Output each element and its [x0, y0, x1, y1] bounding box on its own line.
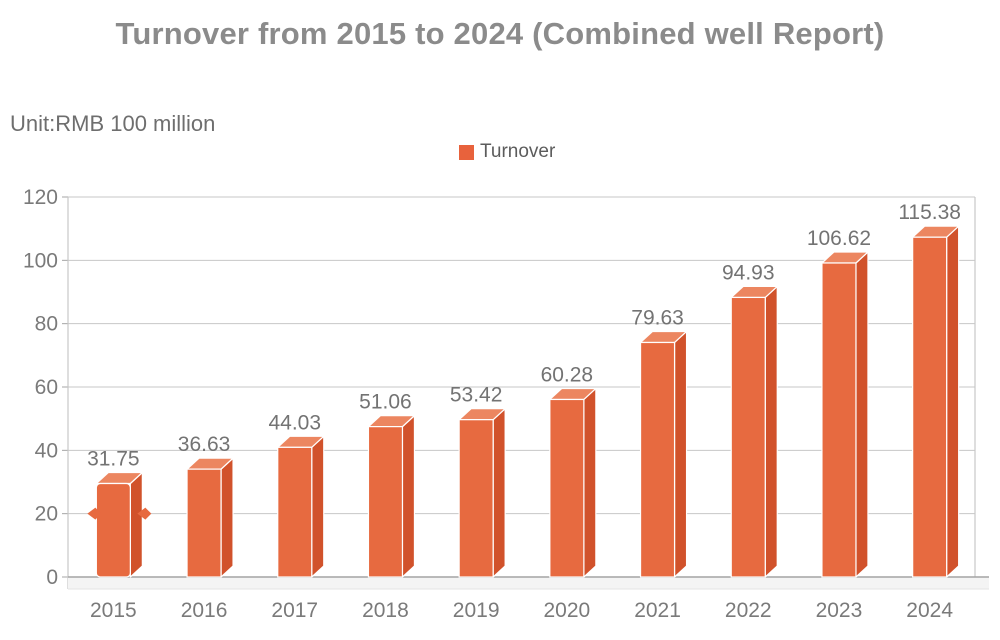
bar-value-label: 106.62	[807, 227, 871, 250]
bar-value-label: 44.03	[268, 411, 321, 434]
y-axis-label: 80	[35, 313, 58, 336]
y-axis-label: 0	[46, 566, 58, 589]
bar-value-label: 51.06	[359, 391, 412, 414]
bar-front-face-2019	[458, 419, 494, 578]
x-axis-label: 2024	[906, 599, 953, 622]
bar-front-face-2017	[277, 446, 313, 578]
legend-swatch-icon	[459, 144, 474, 160]
legend-label: Turnover	[480, 141, 556, 162]
brace-decoration-right	[137, 507, 152, 520]
x-axis-label: 2022	[725, 599, 772, 622]
bar-side-face	[583, 387, 597, 578]
bar-value-label: 94.93	[722, 261, 775, 284]
bar-value-label: 115.38	[898, 201, 961, 224]
bar-front-face-2021	[639, 341, 676, 578]
bar-value-label: 36.63	[178, 433, 231, 456]
bar-chart-canvas: 0 20 40 60 80 100 120 31.75 2015 36.63 2016 44.03 20…	[23, 186, 989, 622]
y-axis-label: 100	[23, 249, 58, 272]
brace-decoration-left	[87, 507, 102, 520]
bar-side-face	[129, 471, 143, 578]
bar-value-label: 79.63	[631, 306, 684, 329]
chart-floor	[68, 577, 989, 589]
x-axis-label: 2019	[453, 599, 500, 622]
x-axis-label: 2015	[90, 599, 137, 622]
bar-value-label: 53.42	[450, 384, 503, 407]
x-axis-label: 2021	[634, 599, 681, 622]
y-axis-label: 60	[35, 376, 58, 399]
x-axis-label: 2016	[181, 599, 228, 622]
bar-side-face	[764, 285, 778, 578]
bar-side-face	[946, 225, 960, 578]
unit-label: Unit:RMB 100 million	[10, 111, 216, 136]
bar-value-label: 60.28	[541, 363, 594, 386]
bar-front-face-2018	[367, 426, 404, 578]
x-axis-label: 2023	[816, 599, 863, 622]
y-axis-label: 20	[35, 503, 58, 526]
bar-side-face	[492, 408, 506, 578]
bar-front-face-2016	[186, 468, 222, 578]
bar-side-face	[673, 330, 688, 578]
bar-front-face-2023	[821, 262, 857, 578]
bar-value-label: 31.75	[87, 447, 140, 470]
bar-front-face-2022	[730, 296, 766, 578]
bar-side-face	[855, 251, 869, 578]
bar-side-face	[401, 415, 416, 578]
bar-side-face	[220, 457, 234, 578]
y-axis-label: 40	[35, 439, 58, 462]
chart-title: Turnover from 2015 to 2024 (Combined wel…	[115, 16, 885, 51]
bar-front-face-2024	[912, 236, 948, 578]
x-axis-label: 2017	[271, 599, 318, 622]
bar-front-face-2015	[95, 482, 131, 578]
x-axis-label: 2018	[362, 599, 409, 622]
bar-front-face-2020	[549, 398, 585, 578]
x-axis-label: 2020	[543, 599, 590, 622]
bar-side-face	[311, 435, 325, 578]
legend: Turnover	[459, 141, 555, 163]
y-axis-label: 120	[23, 186, 58, 209]
